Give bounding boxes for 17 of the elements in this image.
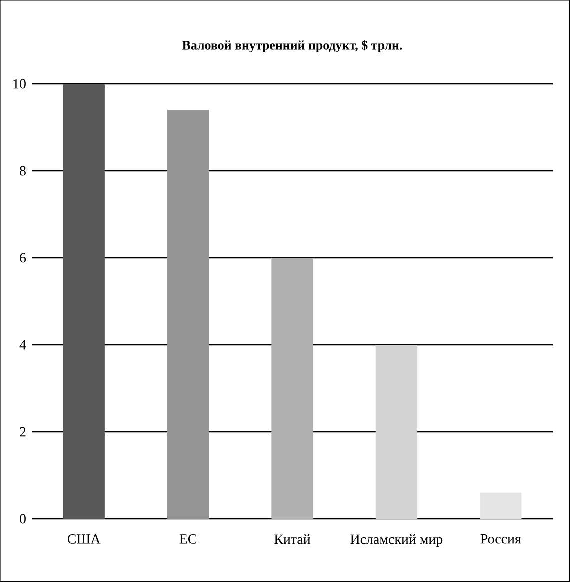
y-tick-label: 4 (20, 340, 26, 350)
y-tick-label: 0 (20, 514, 26, 524)
y-tick-label: 8 (20, 166, 26, 176)
bar (63, 84, 105, 519)
x-tick-label: Россия (480, 534, 522, 544)
bar (480, 492, 522, 519)
chart-title: Валовой внутренний продукт, $ трлн. (182, 40, 402, 52)
bar (272, 258, 314, 519)
x-tick-label: Китай (274, 534, 311, 544)
x-tick-label: ЕС (180, 534, 196, 544)
y-tick-label: 6 (20, 253, 26, 263)
x-tick-label: Исламский мир (350, 534, 443, 548)
y-tick-label: 10 (14, 79, 26, 89)
x-tick-label: США (68, 534, 101, 544)
y-tick-label: 2 (20, 427, 26, 437)
bar (376, 344, 418, 519)
bar (167, 110, 210, 519)
